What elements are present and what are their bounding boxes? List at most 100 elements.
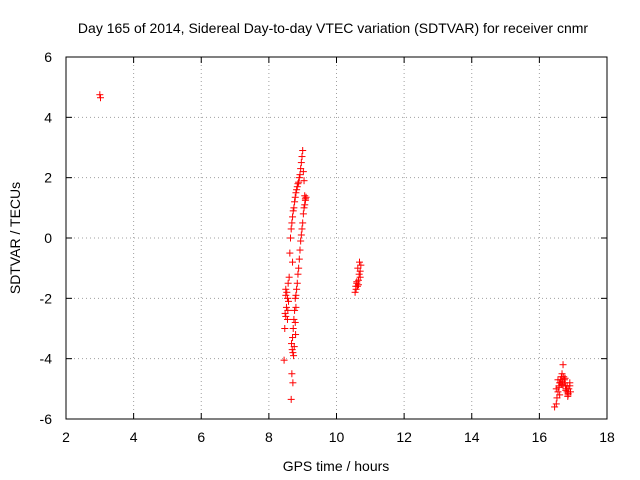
data-point — [285, 273, 293, 281]
data-point — [287, 395, 295, 403]
data-point — [294, 270, 302, 278]
data-point — [551, 403, 559, 411]
x-tick-label: 2 — [62, 429, 70, 445]
data-point — [299, 147, 307, 155]
x-tick-label: 12 — [396, 429, 412, 445]
data-point — [283, 294, 291, 302]
data-point — [282, 285, 290, 293]
data-point — [284, 306, 292, 314]
data-point — [301, 201, 309, 209]
data-point — [554, 388, 562, 396]
y-tick-label: -2 — [40, 290, 53, 306]
y-axis-label: SDTVAR / TECUs — [7, 182, 23, 294]
data-point — [294, 180, 302, 188]
data-point — [561, 374, 569, 382]
data-point — [355, 258, 363, 266]
data-point — [282, 303, 290, 311]
data-point — [287, 225, 295, 233]
y-tick-label: 6 — [44, 49, 52, 65]
data-point — [298, 153, 306, 161]
data-point — [301, 196, 309, 204]
data-point — [292, 331, 300, 339]
data-point — [558, 370, 566, 378]
data-point — [289, 325, 297, 332]
data-point — [283, 315, 291, 323]
data-point — [356, 267, 364, 275]
data-point — [290, 343, 298, 351]
tick-labels: 2 4 6 8 10 12 14 16 18 -6 -4 -2 0 2 4 6 — [40, 49, 615, 445]
y-tick-label: 2 — [44, 170, 52, 186]
data-point — [289, 334, 297, 342]
y-tick-label: -6 — [40, 411, 53, 427]
data-point — [280, 356, 288, 364]
data-point — [353, 282, 361, 290]
data-point — [564, 392, 572, 400]
data-point — [290, 352, 298, 360]
data-point — [289, 258, 297, 266]
data-point — [295, 255, 303, 263]
data-point — [286, 249, 294, 257]
y-tick-label: 0 — [44, 230, 52, 246]
data-point — [284, 297, 292, 305]
data-point — [291, 306, 299, 314]
data-point — [300, 204, 308, 212]
x-tick-label: 18 — [599, 429, 615, 445]
data-point — [354, 281, 362, 289]
data-point — [295, 174, 303, 182]
data-point — [295, 264, 303, 272]
chart-title: Day 165 of 2014, Sidereal Day-to-day VTE… — [78, 20, 588, 36]
data-point — [291, 198, 299, 206]
x-tick-label: 8 — [265, 429, 273, 445]
x-tick-label: 6 — [197, 429, 205, 445]
grid — [66, 57, 607, 419]
data-point — [352, 285, 360, 293]
x-axis-label: GPS time / hours — [283, 458, 390, 474]
data-point — [296, 246, 304, 254]
data-point — [291, 294, 299, 302]
axis-ticks — [65, 56, 608, 420]
data-point — [558, 380, 566, 388]
data-point — [96, 94, 104, 102]
y-tick-label: -4 — [40, 351, 53, 367]
x-tick-label: 10 — [329, 429, 345, 445]
data-point — [560, 373, 568, 381]
data-point — [288, 370, 296, 378]
data-point — [282, 312, 290, 320]
data-point — [556, 391, 564, 399]
data-point — [293, 186, 301, 194]
data-point — [357, 261, 365, 269]
data-point — [291, 193, 299, 201]
data-point — [292, 291, 300, 299]
data-point — [290, 315, 298, 323]
data-point — [351, 288, 359, 296]
data-point — [296, 171, 304, 179]
data-point — [302, 193, 310, 201]
data-point — [297, 237, 305, 245]
data-point — [292, 189, 300, 197]
x-tick-label: 16 — [532, 429, 548, 445]
data-point — [298, 225, 306, 233]
data-point — [288, 219, 296, 227]
y-tick-label: 4 — [44, 109, 52, 125]
data-point — [297, 159, 305, 167]
x-tick-label: 14 — [464, 429, 480, 445]
data-point — [301, 192, 309, 200]
data-point — [289, 349, 297, 357]
data-point — [293, 285, 301, 293]
data-point — [566, 379, 574, 387]
data-point — [293, 279, 301, 287]
data-point — [281, 325, 289, 332]
data-point — [355, 270, 363, 278]
data-point — [300, 177, 308, 185]
data-point — [282, 291, 290, 299]
data-point — [290, 204, 298, 212]
data-point — [297, 231, 305, 239]
data-point — [289, 213, 297, 221]
x-tick-label: 4 — [130, 429, 138, 445]
data-point — [291, 318, 299, 326]
data-point — [96, 91, 104, 99]
data-point — [559, 361, 567, 369]
data-point — [353, 278, 361, 286]
data-point — [552, 400, 560, 408]
data-point — [560, 376, 568, 384]
